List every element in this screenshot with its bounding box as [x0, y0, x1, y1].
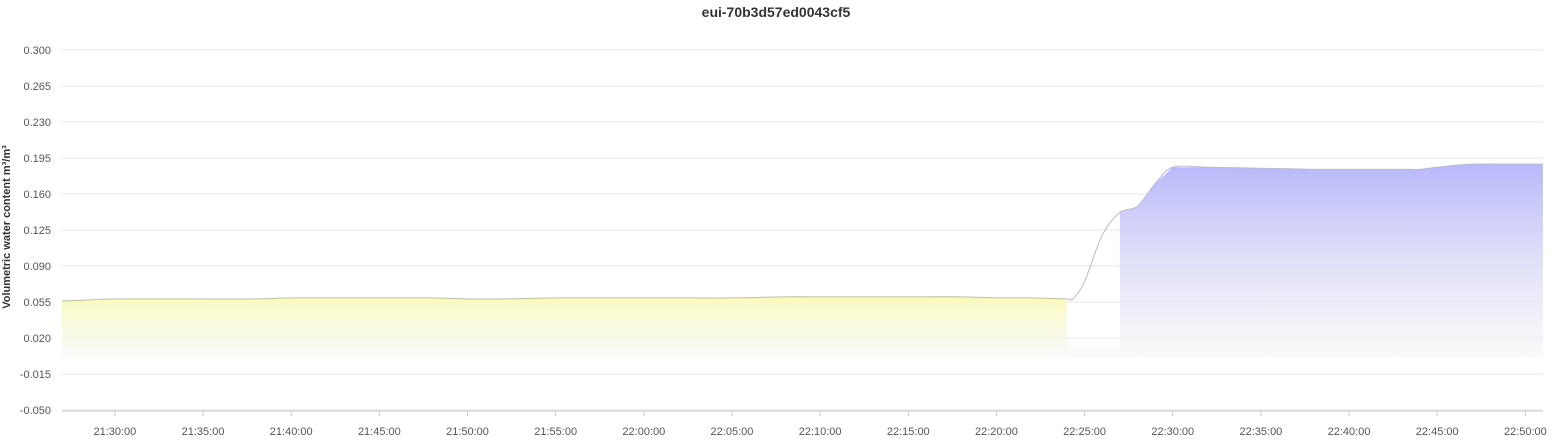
gap-fill	[1066, 338, 1120, 357]
x-tick-label: 22:05:00	[711, 426, 754, 438]
y-tick-label: 0.125	[23, 225, 51, 237]
x-tick-label: 22:25:00	[1063, 426, 1106, 438]
series-line	[61, 163, 1543, 302]
x-tick-label: 22:40:00	[1328, 426, 1371, 438]
x-tick-label: 21:30:00	[93, 426, 136, 438]
x-tick-label: 22:10:00	[799, 426, 842, 438]
x-tick-label: 21:45:00	[358, 426, 401, 438]
chart-title: eui-70b3d57ed0043cf5	[702, 4, 851, 20]
x-tick-label: 22:50:00	[1504, 426, 1547, 438]
band-area-blue	[1119, 164, 1543, 357]
y-axis-ticks: 0.300 0.265 0.230 0.195 0.160 0.125 0.090 0.055…	[20, 45, 51, 417]
x-tick-label: 22:00:00	[622, 426, 665, 438]
x-tick-label: 22:30:00	[1151, 426, 1194, 438]
x-axis-ticks: 21:30:00 21:35:00 21:40:00 21:45:00 21:50:00…	[62, 410, 1547, 438]
x-tick-label: 22:20:00	[975, 426, 1018, 438]
x-tick-label: 22:35:00	[1239, 426, 1282, 438]
band-area-yellow	[62, 296, 1067, 357]
y-axis-title: Volumetric water content m³/m³	[1, 145, 13, 309]
y-tick-label: 0.195	[23, 153, 51, 165]
y-tick-label: 0.090	[23, 261, 51, 273]
y-tick-label: -0.015	[20, 369, 51, 381]
y-tick-label: 0.055	[23, 297, 51, 309]
y-tick-label: 0.160	[23, 189, 51, 201]
x-tick-label: 21:50:00	[446, 426, 489, 438]
y-tick-label: 0.020	[23, 333, 51, 345]
y-tick-label: -0.050	[20, 405, 51, 417]
x-tick-label: 21:35:00	[182, 426, 225, 438]
x-tick-label: 22:15:00	[887, 426, 930, 438]
y-tick-label: 0.230	[23, 117, 51, 129]
y-tick-label: 0.265	[23, 81, 51, 93]
data-areas	[62, 164, 1543, 357]
x-tick-label: 21:55:00	[534, 426, 577, 438]
x-tick-label: 21:40:00	[270, 426, 313, 438]
x-tick-label: 22:45:00	[1416, 426, 1459, 438]
data-line-group	[61, 163, 1543, 302]
y-tick-label: 0.300	[23, 45, 51, 57]
